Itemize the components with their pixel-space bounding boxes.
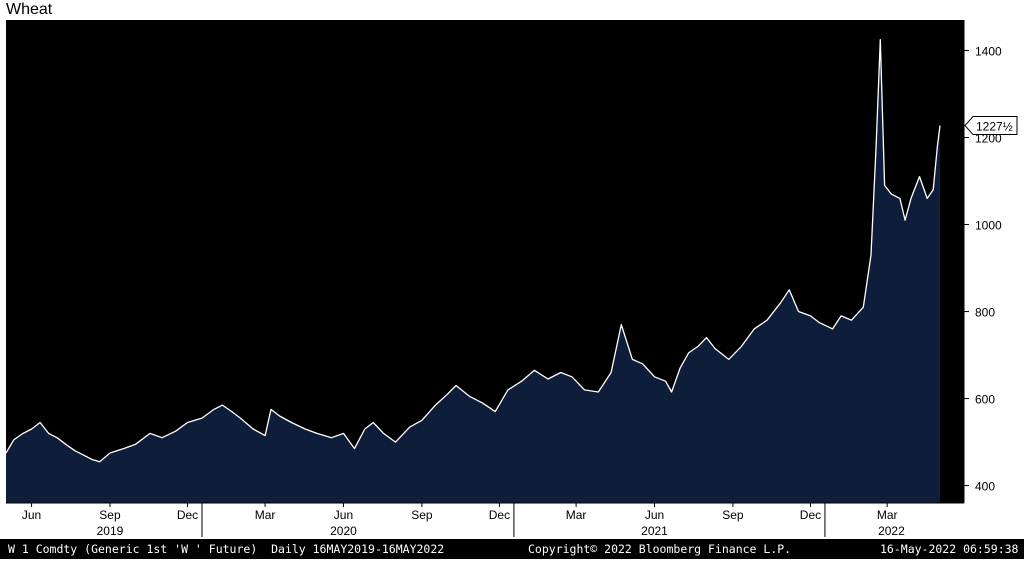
last-value-label: 1227½ bbox=[976, 120, 1013, 134]
x-year-label: 2022 bbox=[878, 524, 905, 538]
y-tick-label: 800 bbox=[975, 306, 995, 320]
x-tick-label: Mar bbox=[877, 508, 898, 522]
x-tick-label: Jun bbox=[334, 508, 353, 522]
footer-timestamp: 16-May-2022 06:59:38 bbox=[880, 542, 1019, 556]
price-line bbox=[5, 38, 941, 463]
footer-bar: W 1 Comdty (Generic 1st 'W ' Future) Dai… bbox=[0, 539, 1024, 559]
x-tick-label: Dec bbox=[800, 508, 821, 522]
x-tick-label: Sep bbox=[722, 508, 744, 522]
y-tick-label: 1400 bbox=[975, 44, 1002, 58]
x-tick-label: Mar bbox=[255, 508, 276, 522]
footer-ticker: W 1 Comdty (Generic 1st 'W ' Future) Dai… bbox=[8, 542, 445, 556]
last-value-tag bbox=[964, 116, 1018, 136]
x-year-label: 2020 bbox=[330, 524, 357, 538]
price-area bbox=[6, 39, 940, 503]
y-tick-label: 400 bbox=[975, 480, 995, 494]
x-tick-label: Jun bbox=[22, 508, 41, 522]
chart-title: Wheat bbox=[6, 1, 53, 18]
x-tick-label: Jun bbox=[645, 508, 664, 522]
x-tick-label: Dec bbox=[177, 508, 198, 522]
x-tick-label: Mar bbox=[566, 508, 587, 522]
x-tick-label: Dec bbox=[489, 508, 510, 522]
x-year-label: 2019 bbox=[97, 524, 124, 538]
x-year-label: 2021 bbox=[641, 524, 668, 538]
x-tick-label: Sep bbox=[99, 508, 121, 522]
x-tick-label: Sep bbox=[411, 508, 433, 522]
y-tick-label: 1000 bbox=[975, 219, 1002, 233]
footer-copyright: Copyright© 2022 Bloomberg Finance L.P. bbox=[528, 542, 792, 556]
y-tick-label: 600 bbox=[975, 393, 995, 407]
